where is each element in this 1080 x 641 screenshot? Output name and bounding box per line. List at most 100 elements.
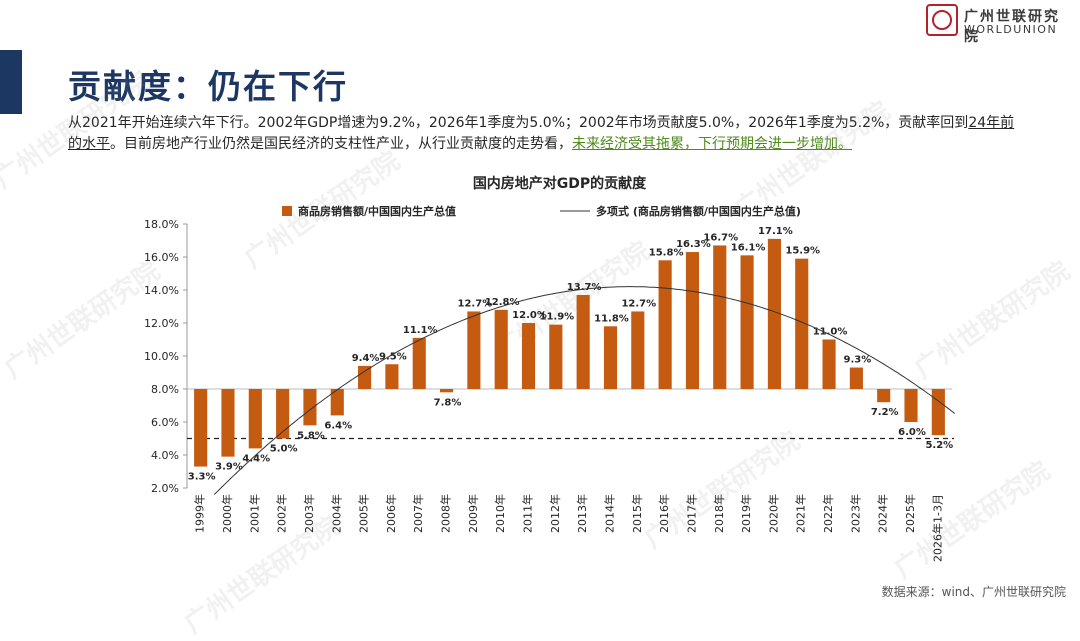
data-label: 7.2% — [871, 407, 899, 418]
bar — [931, 389, 945, 436]
data-label: 9.5% — [379, 351, 407, 362]
bar — [822, 339, 836, 389]
y-tick-label: 12.0% — [144, 317, 179, 330]
logo-cn-text: 广州世联研究院 — [964, 9, 1060, 45]
data-label: 16.1% — [731, 242, 766, 253]
x-tick-label: 2021年 — [794, 494, 808, 533]
x-tick-label: 2023年 — [848, 494, 862, 533]
bar — [276, 389, 290, 439]
data-label: 5.0% — [270, 444, 298, 455]
data-label: 15.8% — [649, 247, 684, 258]
bar — [740, 255, 754, 389]
desc-part1: 从2021年开始连续六年下行。2002年GDP增速为9.2%，2026年1季度为… — [68, 115, 969, 131]
page-title: 贡献度：仍在下行 — [68, 67, 348, 106]
x-tick-label: 2024年 — [876, 494, 890, 533]
data-label: 15.9% — [785, 246, 820, 257]
y-tick-label: 6.0% — [151, 416, 179, 429]
bar — [303, 389, 317, 426]
x-tick-label: 2013年 — [575, 494, 589, 533]
data-label: 12.7% — [621, 298, 656, 309]
desc-part2: 24年前的水平 — [68, 115, 1015, 152]
x-tick-label: 2000年 — [220, 494, 234, 533]
desc-part3: 。目前房地产行业仍然是国民经济的支柱性产业，从行业贡献度的走势看， — [110, 136, 572, 152]
data-label: 11.0% — [813, 327, 848, 338]
logo-en-text: WORLDUNION — [964, 23, 1058, 36]
bar — [603, 326, 618, 389]
data-label: 6.4% — [324, 420, 352, 431]
bar — [248, 389, 262, 449]
data-label: 5.8% — [297, 430, 325, 441]
data-label: 6.0% — [898, 427, 926, 438]
bar — [330, 389, 344, 416]
data-label: 12.8% — [485, 297, 520, 308]
data-label: 3.9% — [215, 462, 243, 473]
legend-bar-swatch — [282, 206, 292, 216]
data-label: 4.4% — [242, 453, 270, 464]
x-tick-label: 2015年 — [630, 494, 644, 533]
data-label: 11.9% — [539, 312, 574, 323]
x-tick-label: 2009年 — [466, 494, 480, 533]
y-tick-label: 4.0% — [151, 449, 179, 462]
title-accent-bar — [0, 50, 22, 114]
data-label: 13.7% — [567, 282, 602, 293]
bar — [767, 238, 781, 389]
x-tick-label: 2026年1-3月 — [930, 494, 944, 562]
x-tick-label: 2001年 — [247, 494, 261, 533]
y-tick-label: 18.0% — [144, 218, 179, 231]
x-tick-label: 2022年 — [821, 494, 835, 533]
chart-title: 国内房地产对GDP的贡献度 — [473, 175, 647, 192]
desc-part4: 未来经济受其拖累，下行预期会进一步增加。 — [572, 136, 852, 152]
legend-line-label: 多项式 (商品房销售额/中国国内生产总值) — [596, 204, 801, 218]
bar — [521, 323, 536, 389]
x-tick-label: 2012年 — [548, 494, 562, 533]
data-source: 数据来源：wind、广州世联研究院 — [881, 585, 1066, 599]
bar — [576, 294, 590, 389]
legend-bar-label: 商品房销售额/中国国内生产总值 — [298, 204, 456, 218]
bar — [549, 324, 563, 389]
x-tick-label: 2007年 — [411, 494, 425, 533]
bar — [849, 367, 863, 389]
bar — [221, 389, 235, 457]
data-label: 3.3% — [188, 472, 216, 483]
x-tick-label: 2017年 — [684, 494, 698, 533]
data-label: 12.0% — [512, 310, 547, 321]
bar — [685, 252, 700, 389]
bar — [631, 311, 645, 389]
x-tick-label: 2008年 — [439, 494, 453, 533]
description-paragraph: 从2021年开始连续六年下行。2002年GDP增速为9.2%，2026年1季度为… — [68, 113, 1018, 155]
polynomial-trend-line — [213, 286, 956, 495]
brand-logo: 广州世联研究院 WORLDUNION — [926, 4, 1066, 45]
x-tick-label: 1999年 — [193, 494, 207, 533]
bar — [194, 389, 208, 467]
x-tick-label: 2018年 — [712, 494, 726, 533]
bar — [439, 389, 454, 393]
x-tick-label: 2005年 — [357, 494, 371, 533]
data-label: 17.1% — [758, 226, 793, 237]
y-tick-label: 14.0% — [144, 284, 179, 297]
x-tick-label: 2010年 — [493, 494, 507, 533]
x-tick-label: 2025年 — [903, 494, 917, 533]
bar — [412, 337, 426, 389]
data-label: 12.7% — [458, 298, 493, 309]
logo-icon — [926, 4, 958, 36]
x-tick-label: 2006年 — [384, 494, 398, 533]
bar — [385, 364, 399, 389]
bar — [467, 311, 481, 389]
data-label: 5.2% — [925, 440, 953, 451]
x-tick-label: 2020年 — [766, 494, 780, 533]
x-tick-label: 2003年 — [302, 494, 316, 533]
y-tick-label: 16.0% — [144, 251, 179, 264]
data-label: 9.3% — [844, 355, 872, 366]
bar — [904, 389, 918, 422]
bar — [494, 309, 508, 389]
y-tick-label: 2.0% — [151, 482, 179, 495]
x-tick-label: 2004年 — [329, 494, 343, 533]
bar — [658, 260, 672, 389]
data-label: 16.3% — [676, 239, 711, 250]
data-label: 7.8% — [434, 397, 462, 408]
data-label: 16.7% — [703, 232, 738, 243]
y-tick-label: 8.0% — [151, 383, 179, 396]
bar — [358, 365, 372, 389]
x-tick-label: 2019年 — [739, 494, 753, 533]
